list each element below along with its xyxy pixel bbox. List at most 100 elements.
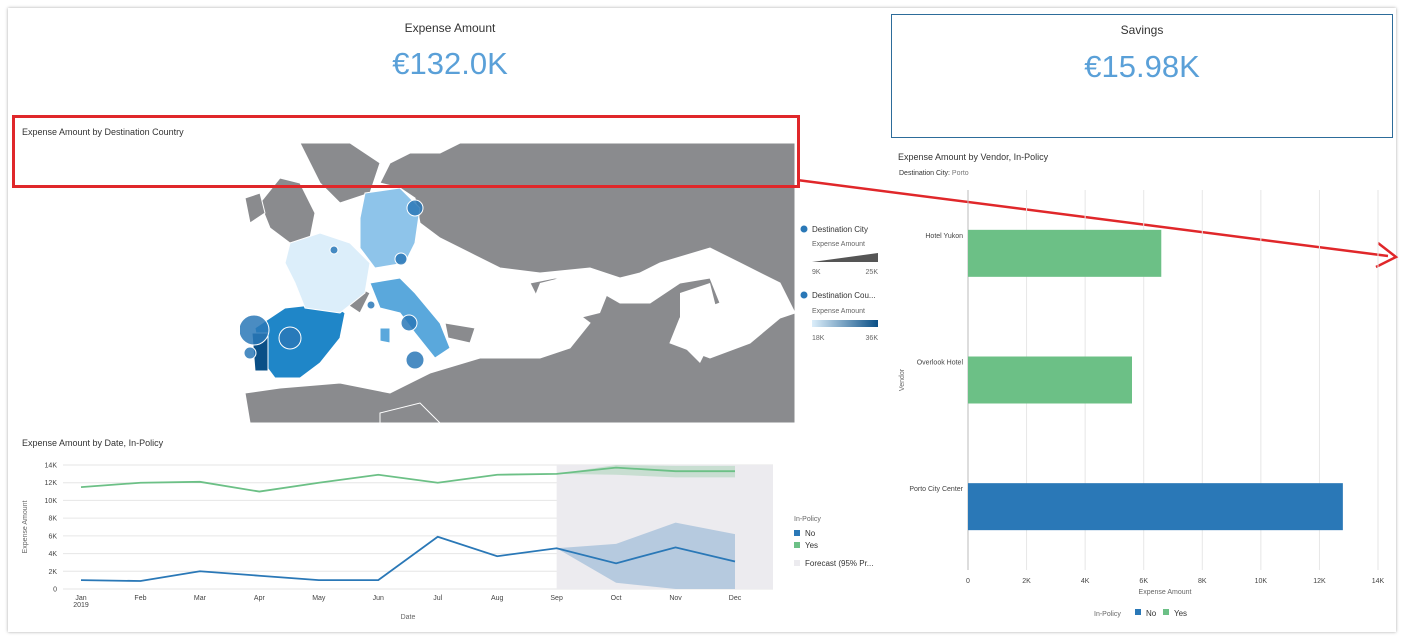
city-bubble[interactable] (400, 314, 418, 332)
x-tick-label: May (312, 595, 326, 602)
legend-no-swatch (794, 530, 800, 536)
legend-forecast-swatch (794, 560, 800, 566)
bar[interactable] (968, 229, 1162, 277)
category-label: Hotel Yukon (925, 233, 963, 240)
country-legend-sub: Expense Amount (812, 308, 865, 315)
line-panel-title: Expense Amount by Date, In-Policy (22, 438, 164, 448)
highlight-box (12, 115, 800, 188)
annotation-arrow-head (1375, 242, 1399, 269)
country-legend-min: 18K (812, 335, 825, 342)
y-tick-label: 4K (48, 551, 57, 558)
bar-filter[interactable]: Destination City: Porto (899, 170, 969, 177)
bar-chart[interactable]: Hotel Yukon Overlook Hotel Porto City Cent… (895, 185, 1395, 625)
savings-kpi-card[interactable]: Savings €15.98K (891, 14, 1393, 138)
y-tick-label: 6K (48, 533, 57, 540)
x-tick-label: 4K (1081, 578, 1090, 585)
line-legend: In-Policy No Yes Forecast (95% Pr... (794, 516, 873, 568)
x-tick-label: Sep (550, 595, 563, 602)
city-legend-max: 25K (866, 269, 879, 276)
expense-kpi-value: €132.0K (392, 46, 508, 81)
bar[interactable] (968, 483, 1343, 531)
y-tick-label: 8K (48, 516, 57, 523)
y-tick-label: 0 (53, 587, 57, 594)
x-tick-label: Mar (194, 595, 207, 602)
x-tick-label: Aug (491, 595, 504, 602)
x-tick-label: Dec (729, 595, 742, 602)
savings-kpi-title: Savings (1120, 23, 1164, 37)
x-tick-label: 12K (1313, 578, 1326, 585)
bar-legend-title: In-Policy (1094, 611, 1121, 618)
city-bubble[interactable] (329, 245, 339, 255)
category-label: Porto City Center (909, 486, 963, 493)
category-label: Overlook Hotel (917, 360, 964, 367)
line-legend-forecast: Forecast (95% Pr... (805, 559, 873, 568)
city-bubble[interactable] (366, 300, 376, 310)
bar-legend-no: No (1146, 609, 1157, 618)
x-tick-year: 2019 (73, 602, 89, 609)
city-legend-title: Destination City (812, 225, 868, 234)
x-tick-label: 10K (1255, 578, 1268, 585)
line-y-axis-title: Expense Amount (22, 500, 29, 553)
x-tick-label: 0 (966, 578, 970, 585)
series-line-no[interactable] (80, 535, 736, 582)
city-bubble[interactable] (278, 326, 302, 350)
line-chart[interactable]: 0 2K 4K 6K 8K 10K 12K 14K Jan Feb Mar Apr May Jun Jul… (20, 455, 780, 625)
black-sea (530, 273, 610, 323)
city-legend-min: 9K (812, 269, 821, 276)
savings-kpi-value: €15.98K (1084, 49, 1200, 84)
city-bubble[interactable] (240, 314, 270, 346)
bar-filter-label: Destination City: (899, 170, 950, 177)
x-tick-label: 14K (1372, 578, 1385, 585)
city-size-scale (812, 253, 878, 262)
bar-x-tick-labels: 0 2K 4K 6K 8K 10K 12K 14K (966, 578, 1385, 585)
x-tick-label: Oct (611, 595, 622, 602)
bar-legend-no-swatch (1135, 609, 1141, 615)
europe-map[interactable] (240, 143, 795, 423)
bar-legend-yes-swatch (1163, 609, 1169, 615)
bar[interactable] (968, 356, 1132, 404)
series-line-yes[interactable] (80, 466, 735, 493)
y-tick-labels: 0 2K 4K 6K 8K 10K 12K 14K (45, 463, 58, 594)
x-tick-labels: Jan Feb Mar Apr May Jun Jul Aug Sep Oct Nov Dec 2019 (73, 595, 742, 609)
x-tick-label: 2K (1022, 578, 1031, 585)
city-legend-icon (800, 225, 808, 233)
map-panel-title: Expense Amount by Destination Country (22, 127, 184, 137)
forecast-band-yes (556, 465, 735, 478)
x-tick-label: Apr (254, 595, 266, 602)
bar-filter-value: Porto (951, 170, 969, 177)
y-tick-label: 12K (45, 480, 58, 487)
series-lines[interactable] (80, 466, 736, 582)
bar-y-axis-title: Vendor (899, 368, 906, 391)
city-bubbles[interactable] (240, 199, 425, 370)
x-tick-label: Jan (75, 595, 86, 602)
city-bubble[interactable] (405, 350, 425, 370)
bar-panel-title: Expense Amount by Vendor, In-Policy (898, 152, 1049, 162)
country-legend-max: 36K (866, 335, 879, 342)
x-tick-label: Jul (433, 595, 442, 602)
line-x-axis-title: Date (401, 614, 416, 621)
x-tick-label: Feb (134, 595, 146, 602)
country-legend-title: Destination Cou... (812, 291, 876, 300)
x-tick-label: 8K (1198, 578, 1207, 585)
country-france[interactable] (284, 232, 371, 314)
x-tick-label: Nov (669, 595, 682, 602)
country-color-scale (812, 320, 878, 327)
legend-yes-swatch (794, 542, 800, 548)
bars[interactable] (968, 229, 1343, 531)
city-bubble[interactable] (394, 252, 408, 266)
annotation-arrow-line (796, 178, 1389, 258)
line-legend-no: No (805, 529, 816, 538)
bar-x-axis-title: Expense Amount (1139, 589, 1192, 596)
expense-kpi-title: Expense Amount (404, 21, 496, 35)
country-sardinia (379, 327, 391, 344)
line-legend-title: In-Policy (794, 516, 821, 523)
x-tick-label: 6K (1139, 578, 1148, 585)
y-tick-label: 14K (45, 463, 58, 470)
y-tick-label: 2K (48, 569, 57, 576)
city-bubble[interactable] (406, 199, 424, 217)
line-legend-yes: Yes (805, 541, 818, 550)
x-tick-label: Jun (373, 595, 384, 602)
country-legend-icon (800, 291, 808, 299)
city-bubble[interactable] (243, 346, 257, 360)
